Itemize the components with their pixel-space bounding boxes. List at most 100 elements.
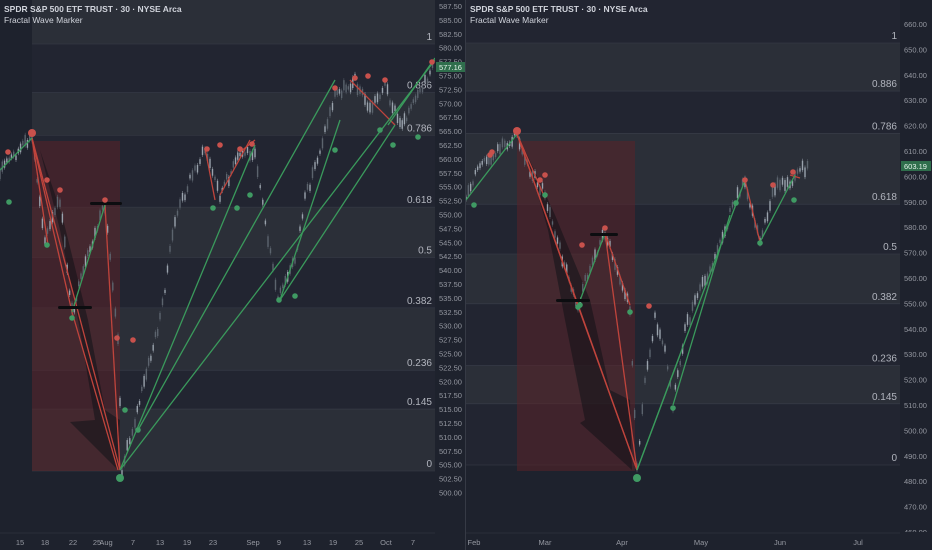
time-axis-label: Apr bbox=[616, 538, 628, 547]
candle-body bbox=[223, 181, 226, 187]
candle-body bbox=[347, 86, 350, 90]
candle-body bbox=[13, 151, 15, 158]
candle-body bbox=[546, 204, 549, 211]
price-axis-label: 522.50 bbox=[439, 363, 462, 372]
candle-body bbox=[476, 166, 479, 170]
candle-body bbox=[264, 220, 267, 225]
candle-body bbox=[24, 134, 26, 146]
candle-body bbox=[199, 159, 201, 164]
fractal-low-marker bbox=[627, 309, 633, 315]
candle-body bbox=[779, 179, 781, 191]
candle-body bbox=[143, 375, 145, 387]
bullish-wave-line bbox=[466, 133, 518, 201]
pivot-marker-bar bbox=[556, 299, 590, 302]
fractal-high-marker bbox=[489, 149, 495, 155]
price-axis-background bbox=[900, 0, 932, 550]
fib-level-label: 0.786 bbox=[872, 121, 897, 132]
candle-body bbox=[412, 99, 415, 104]
candle-body bbox=[405, 117, 408, 122]
candle-body bbox=[614, 259, 616, 270]
candle-body bbox=[150, 355, 152, 361]
candle-body bbox=[44, 237, 46, 245]
fractal-high-marker bbox=[646, 303, 652, 309]
fib-level-label: 0.618 bbox=[407, 195, 432, 206]
candle-body bbox=[136, 405, 138, 413]
candle-body bbox=[736, 187, 739, 198]
time-axis-label: Jun bbox=[774, 538, 786, 547]
candle-body bbox=[551, 221, 554, 225]
chart-canvas-left[interactable]: 1.27210.8860.7860.6180.50.3820.2360.1450… bbox=[0, 0, 466, 550]
candle-body bbox=[485, 156, 488, 165]
symbol-title[interactable]: SPDR S&P 500 ETF TRUST · 30 · NYSE Arca bbox=[470, 4, 648, 14]
candle-body bbox=[541, 183, 544, 189]
fractal-high-marker bbox=[770, 182, 776, 188]
price-axis-label: 550.00 bbox=[904, 299, 927, 308]
fib-level-label: 0.382 bbox=[872, 292, 897, 303]
candle-body bbox=[394, 105, 396, 111]
fib-level-label: 0.5 bbox=[883, 242, 897, 253]
candle-body bbox=[138, 400, 141, 405]
candle-body bbox=[494, 153, 497, 158]
fib-level-label: 0.382 bbox=[407, 296, 432, 307]
candle-body bbox=[563, 262, 566, 267]
price-axis-label: 565.00 bbox=[439, 127, 462, 136]
fractal-low-marker bbox=[757, 240, 763, 246]
candle-body bbox=[536, 182, 539, 188]
fractal-high-marker bbox=[602, 225, 608, 231]
price-axis-label: 585.00 bbox=[439, 16, 462, 25]
indicator-name[interactable]: Fractal Wave Marker bbox=[4, 15, 83, 25]
candle-body bbox=[304, 192, 306, 199]
candle-body bbox=[41, 218, 44, 229]
price-axis-label: 480.00 bbox=[904, 477, 927, 486]
fractal-low-marker bbox=[733, 200, 739, 206]
wave-projection-arrow bbox=[40, 150, 120, 470]
fib-level-label: 1 bbox=[426, 32, 432, 43]
fib-level-label: 0.145 bbox=[872, 392, 897, 403]
pane-divider[interactable] bbox=[465, 0, 466, 550]
candle-body bbox=[309, 184, 311, 191]
candle-body bbox=[521, 148, 523, 155]
price-axis-label: 520.00 bbox=[904, 376, 927, 385]
candle-body bbox=[589, 265, 591, 273]
chart-canvas-right[interactable]: 1.2721.12710.8860.7860.6180.50.3820.2360… bbox=[466, 0, 932, 550]
candle-body bbox=[414, 95, 417, 103]
candle-body bbox=[474, 170, 477, 175]
symbol-title[interactable]: SPDR S&P 500 ETF TRUST · 30 · NYSE Arca bbox=[4, 4, 182, 14]
fractal-low-marker bbox=[292, 293, 298, 299]
candle-body bbox=[274, 279, 277, 290]
candle-body bbox=[801, 160, 804, 171]
candle-body bbox=[403, 113, 406, 125]
candle-body bbox=[419, 88, 421, 93]
candle-body bbox=[282, 284, 284, 289]
price-axis-label: 535.00 bbox=[439, 294, 462, 303]
chart-pane-right[interactable]: 1.2721.12710.8860.7860.6180.50.3820.2360… bbox=[466, 0, 932, 550]
price-axis-label: 515.00 bbox=[439, 405, 462, 414]
pivot-marker-bar bbox=[90, 202, 122, 205]
chart-pane-left[interactable]: 1.27210.8860.7860.6180.50.3820.2360.1450… bbox=[0, 0, 466, 550]
fractal-low-marker bbox=[577, 302, 583, 308]
candle-body bbox=[366, 102, 369, 111]
fractal-high-marker bbox=[790, 169, 796, 175]
price-axis-label: 530.00 bbox=[439, 322, 462, 331]
candle-body bbox=[386, 84, 389, 95]
time-axis-label: 22 bbox=[69, 538, 77, 547]
candle-body bbox=[279, 287, 282, 293]
fib-level-label: 0 bbox=[426, 459, 432, 470]
price-axis-label: 557.50 bbox=[439, 169, 462, 178]
candle-body bbox=[159, 312, 161, 320]
price-axis-label: 660.00 bbox=[904, 20, 927, 29]
time-axis-label: 23 bbox=[209, 538, 217, 547]
price-axis-label: 560.00 bbox=[904, 274, 927, 283]
candle-body bbox=[559, 242, 561, 249]
candle-body bbox=[126, 440, 128, 451]
bullish-wave-line bbox=[387, 57, 436, 126]
candle-body bbox=[599, 240, 601, 245]
candle-body bbox=[609, 240, 611, 248]
fractal-low-marker bbox=[377, 127, 383, 133]
candle-body bbox=[649, 349, 651, 358]
candle-body bbox=[651, 335, 654, 342]
candle-body bbox=[319, 150, 321, 154]
indicator-name[interactable]: Fractal Wave Marker bbox=[470, 15, 549, 25]
candle-body bbox=[134, 419, 136, 428]
candle-body bbox=[196, 164, 199, 173]
